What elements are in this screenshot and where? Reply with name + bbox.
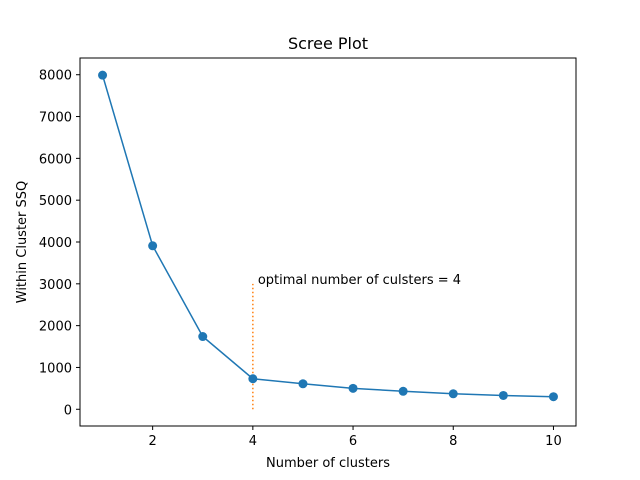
data-point bbox=[498, 390, 508, 400]
y-tick-label: 1000 bbox=[39, 361, 72, 376]
data-point bbox=[98, 70, 108, 80]
x-axis-ticks: 2 4 6 8 10 bbox=[149, 426, 562, 449]
y-tick-label: 2000 bbox=[39, 320, 72, 335]
y-tick-label: 4000 bbox=[39, 236, 72, 251]
series-layer bbox=[98, 70, 558, 402]
y-axis-ticks: 0 1000 2000 3000 4000 5000 6000 7000 8000 bbox=[39, 69, 80, 418]
series-line bbox=[101, 74, 554, 398]
data-point bbox=[248, 374, 258, 384]
y-tick-label: 8000 bbox=[39, 69, 72, 84]
optimal-clusters-annotation: optimal number of culsters = 4 bbox=[258, 273, 461, 288]
y-tick-label: 6000 bbox=[39, 152, 72, 167]
data-point bbox=[448, 389, 458, 399]
axes-frame bbox=[79, 57, 577, 427]
data-point bbox=[398, 386, 408, 396]
x-tick-label: 10 bbox=[545, 434, 562, 449]
data-point bbox=[348, 383, 358, 393]
x-tick-label: 6 bbox=[349, 434, 357, 449]
plot-area: optimal number of culsters = 4 bbox=[98, 70, 558, 410]
data-point bbox=[298, 379, 308, 389]
x-axis-label: Number of clusters bbox=[266, 456, 390, 471]
x-tick-label: 8 bbox=[449, 434, 457, 449]
data-point bbox=[148, 241, 158, 251]
x-tick-label: 2 bbox=[149, 434, 157, 449]
y-tick-label: 0 bbox=[64, 403, 72, 418]
y-tick-label: 5000 bbox=[39, 194, 72, 209]
data-point bbox=[548, 392, 558, 402]
x-tick-label: 4 bbox=[249, 434, 257, 449]
y-tick-label: 7000 bbox=[39, 111, 72, 126]
y-tick-label: 3000 bbox=[39, 278, 72, 293]
data-point bbox=[198, 332, 208, 342]
y-axis-label: Within Cluster SSQ bbox=[15, 181, 30, 304]
chart-title: Scree Plot bbox=[288, 34, 368, 53]
